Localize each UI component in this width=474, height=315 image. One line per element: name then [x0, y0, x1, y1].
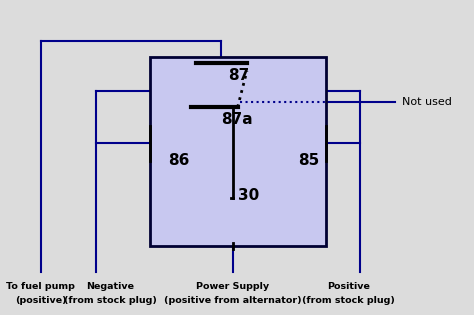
- Text: Power Supply: Power Supply: [196, 282, 270, 291]
- Text: 87a: 87a: [221, 112, 253, 127]
- Text: 87: 87: [228, 68, 250, 83]
- Text: 30: 30: [237, 188, 259, 203]
- Bar: [150, 57, 326, 246]
- Text: To fuel pump: To fuel pump: [6, 282, 75, 291]
- Text: Not used: Not used: [402, 97, 452, 107]
- Text: Negative: Negative: [86, 282, 134, 291]
- Text: (positive from alternator): (positive from alternator): [164, 296, 302, 305]
- Text: (from stock plug): (from stock plug): [64, 296, 156, 305]
- Text: Positive: Positive: [328, 282, 370, 291]
- Text: (from stock plug): (from stock plug): [302, 296, 395, 305]
- Text: 86: 86: [168, 153, 190, 168]
- Text: (positive): (positive): [15, 296, 66, 305]
- Text: 85: 85: [298, 153, 319, 168]
